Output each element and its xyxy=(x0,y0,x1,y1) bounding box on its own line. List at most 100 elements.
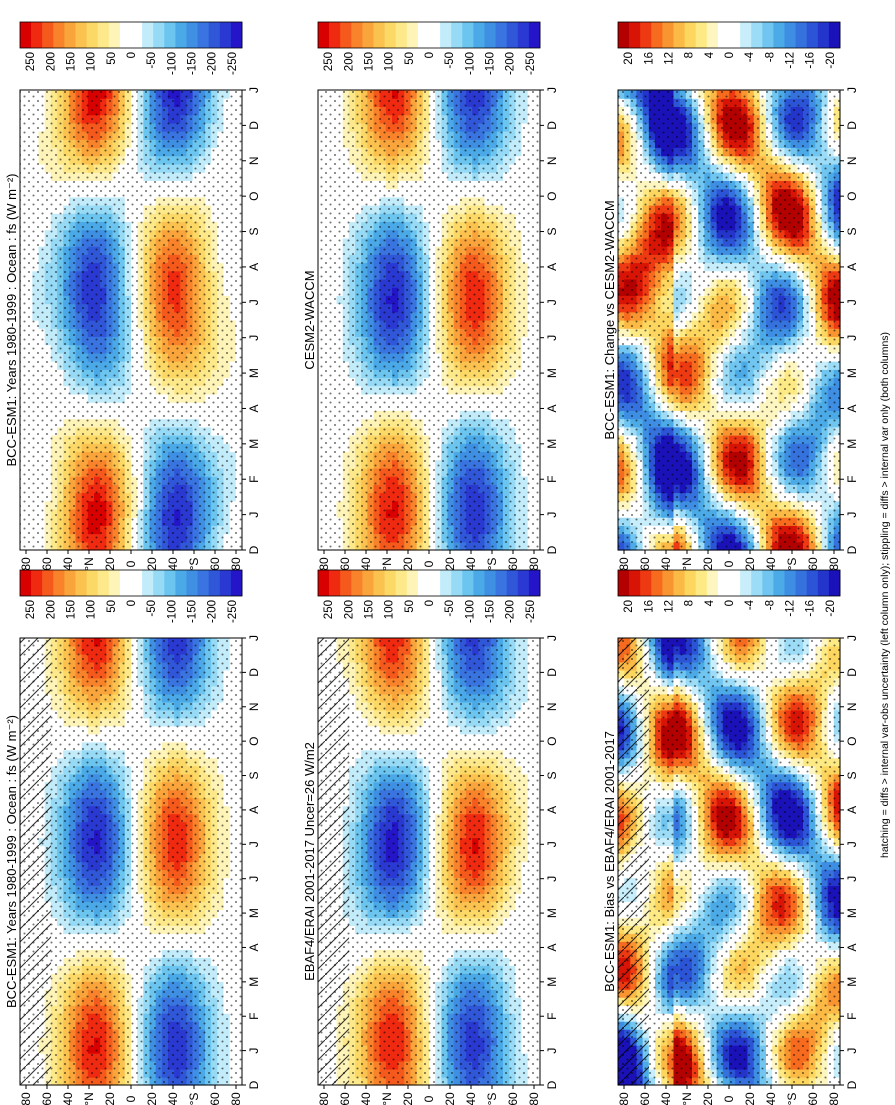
colorbar-frame xyxy=(19,21,243,49)
colorbar-swatch xyxy=(208,570,221,596)
lat-tick-label: 60 xyxy=(208,1092,222,1105)
colorbar-tick-label: -100 xyxy=(166,600,178,623)
colorbar-swatch xyxy=(219,570,232,596)
p-bcc-right-stippling xyxy=(20,90,242,550)
lat-tick-label: 60 xyxy=(40,1092,54,1105)
colorbar-swatch xyxy=(108,22,121,48)
lat-tick-label: 80 xyxy=(229,1092,243,1105)
month-tick-label: N xyxy=(247,702,261,711)
colorbar-swatch xyxy=(131,570,143,596)
colorbar-tick-label: 200 xyxy=(45,52,57,71)
month-tick-label: O xyxy=(247,737,261,746)
month-tick-label: M xyxy=(247,368,261,378)
colorbar-tick-label: 0 xyxy=(126,600,138,606)
colorbar-swatch xyxy=(86,22,99,48)
colorbar-swatch xyxy=(175,22,187,48)
lat-tick-label: 20 xyxy=(103,557,117,571)
month-tick-label: D xyxy=(247,121,261,130)
month-tick-label: O xyxy=(247,192,261,201)
month-tick-label: A xyxy=(247,943,261,951)
colorbar-tick-label: -50 xyxy=(146,600,158,617)
colorbar-tick-label: 250 xyxy=(25,600,37,619)
colorbar-swatch xyxy=(131,22,143,48)
colorbar-tick-label: 150 xyxy=(66,600,78,619)
month-tick-label: M xyxy=(247,439,261,449)
colorbar-tick-label: -150 xyxy=(187,600,199,623)
p-bcc-right-colorbar: 250 200 150 100 50 0 -50 -100 -150 -200 -250 xyxy=(19,21,243,75)
colorbar-tick-label: 50 xyxy=(106,52,118,65)
colorbar-tick-label: -200 xyxy=(207,52,219,75)
colorbar-tick-label: -200 xyxy=(207,600,219,623)
month-tick-label: F xyxy=(247,476,261,483)
month-tick-label: J xyxy=(247,87,261,93)
month-tick-label: D xyxy=(247,1080,261,1089)
colorbar-swatch xyxy=(153,570,165,596)
p-bcc-left-lat-ticks: 80 60 40 °N 20 0 20 40 °S 60 80 xyxy=(19,1085,243,1105)
colorbar-swatch xyxy=(86,570,99,596)
colorbar-tick-label: 50 xyxy=(106,600,118,613)
colorbar-swatch xyxy=(53,570,65,596)
p-bcc-right-lat-ticks: 80 60 40 °N 20 0 20 40 °S 60 80 xyxy=(19,550,243,571)
p-bcc-left-stippling xyxy=(20,638,242,1085)
colorbar-swatch xyxy=(186,570,198,596)
month-tick-label: J xyxy=(247,841,261,847)
colorbar-tick-label: 250 xyxy=(25,52,37,71)
colorbar-swatch xyxy=(108,570,121,596)
p-bcc-left-hatching xyxy=(20,638,52,1085)
colorbar-swatch xyxy=(186,22,198,48)
colorbar-swatch xyxy=(20,570,32,596)
colorbar-swatch xyxy=(164,570,176,596)
lat-tick-label: °N xyxy=(82,1092,96,1105)
colorbar-swatch xyxy=(197,570,210,596)
lat-tick-label: 60 xyxy=(40,557,54,571)
lat-tick-label: 80 xyxy=(19,1092,33,1105)
colorbar-swatch xyxy=(142,22,154,48)
lat-tick-label: 20 xyxy=(145,1092,159,1105)
month-tick-label: J xyxy=(247,512,261,518)
colorbar-tick-label: -250 xyxy=(227,600,239,623)
month-tick-label: M xyxy=(247,908,261,918)
lat-tick-label: °S xyxy=(187,1093,201,1105)
month-tick-label: S xyxy=(247,771,261,779)
colorbar-swatch xyxy=(53,22,65,48)
colorbar-tick-label: -150 xyxy=(187,52,199,75)
lat-tick-label: °N xyxy=(82,557,96,570)
colorbar-swatch xyxy=(230,22,243,48)
colorbar-tick-label: -100 xyxy=(166,52,178,75)
colorbar-swatch xyxy=(31,22,43,48)
colorbar-swatch xyxy=(164,22,176,48)
lat-tick-label: 0 xyxy=(124,560,138,567)
colorbar-swatch xyxy=(142,570,154,596)
colorbar-swatch xyxy=(97,22,110,48)
colorbar-tick-label: -250 xyxy=(227,52,239,75)
colorbar-frame xyxy=(19,569,243,597)
p-bcc-left-title: BCC-ESM1: Years 1980-1999 : Ocean : fs (… xyxy=(4,715,19,1008)
colorbar-tick-label: 0 xyxy=(126,52,138,58)
month-tick-label: A xyxy=(247,404,261,412)
colorbar-tick-label: 200 xyxy=(45,600,57,619)
lat-tick-label: 40 xyxy=(61,557,75,571)
colorbar-swatch xyxy=(64,570,76,596)
colorbar-swatch xyxy=(219,22,232,48)
colorbar-tick-label: 100 xyxy=(86,52,98,71)
p-bcc-right-title: BCC-ESM1: Years 1980-1999 : Ocean : fs (… xyxy=(4,174,19,467)
month-tick-label: D xyxy=(247,668,261,677)
colorbar-swatch xyxy=(119,570,132,596)
colorbar-swatch xyxy=(208,22,221,48)
month-tick-label: F xyxy=(247,1013,261,1020)
colorbar-tick-label: -50 xyxy=(146,52,158,69)
colorbar-swatch xyxy=(97,570,110,596)
colorbar-swatch xyxy=(31,570,43,596)
colorbar-swatch xyxy=(75,22,87,48)
lat-tick-label: 20 xyxy=(103,1092,117,1105)
colorbar-swatch xyxy=(42,570,54,596)
month-tick-label: A xyxy=(247,806,261,814)
p-bcc-right: 80 60 40 °N 20 0 20 40 °S 60 80DJFMAMJJASONDJBCC-E… xyxy=(4,21,261,571)
lat-tick-label: 40 xyxy=(61,1092,75,1105)
month-tick-label: S xyxy=(247,227,261,235)
lat-tick-label: 40 xyxy=(166,1092,180,1105)
p-obs: 80 60 40 °N 20 0 20 40 °S 60 80DJFMAMJJASONDJEBAF4… xyxy=(302,569,559,1105)
lat-tick-label: °S xyxy=(187,558,201,571)
